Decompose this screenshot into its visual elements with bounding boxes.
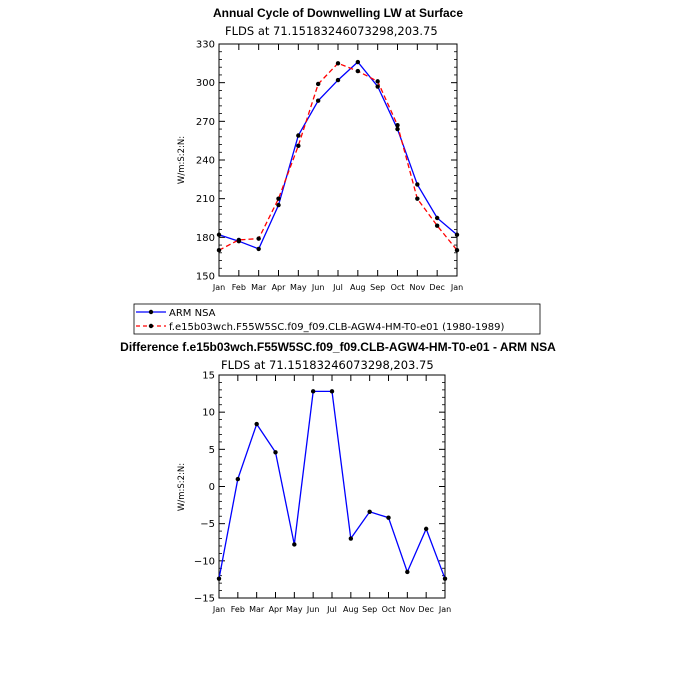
chart1-series-2-point bbox=[335, 61, 341, 66]
chart2-series-1-point bbox=[423, 526, 429, 532]
chart1-series-1-point bbox=[256, 246, 261, 252]
chart1-series-2-line bbox=[218, 62, 458, 251]
chart2-series-1-point bbox=[273, 450, 278, 455]
chart2-xtick-label: Aug bbox=[343, 605, 359, 614]
chart2-xtick-label: Dec bbox=[418, 605, 433, 614]
chart2-series-1-point bbox=[292, 542, 297, 547]
chart2-title: Difference f.e15b03wch.F55W5SC.f09_f09.C… bbox=[120, 340, 556, 354]
chart2-series-1-point bbox=[367, 509, 372, 514]
chart2-xtick-label: May bbox=[286, 605, 303, 614]
chart1-series-2-point bbox=[296, 143, 301, 149]
chart2-series-1-point bbox=[254, 421, 259, 427]
chart1-series-1-line bbox=[218, 61, 458, 250]
chart1-series-2-point bbox=[434, 223, 440, 228]
chart1-series-1-point bbox=[216, 232, 222, 237]
chart2-series-1-point bbox=[442, 576, 448, 581]
chart2-ytick-label: 0 bbox=[209, 482, 215, 493]
chart2-xtick-label: Mar bbox=[249, 605, 265, 614]
chart1-ytick-label: 180 bbox=[196, 233, 215, 244]
chart2-xtick-label: Sep bbox=[362, 605, 377, 614]
chart1-series-1-point bbox=[395, 126, 400, 132]
legend-marker-arm-nsa bbox=[148, 309, 154, 315]
chart1-xtick-label: Dec bbox=[429, 283, 444, 292]
chart2-xtick-label: Oct bbox=[382, 605, 396, 614]
chart1-series-2-point bbox=[216, 248, 222, 253]
chart1-ytick-label: 270 bbox=[196, 117, 215, 128]
chart1-series-2-point bbox=[395, 123, 400, 128]
chart1-xtick-label: Feb bbox=[232, 283, 246, 292]
chart2-ytick-label: 10 bbox=[202, 408, 215, 419]
chart1-ytick-label: 330 bbox=[196, 40, 215, 51]
chart1-xtick-label: Jul bbox=[332, 283, 343, 292]
chart1-title: Annual Cycle of Downwelling LW at Surfac… bbox=[213, 6, 463, 20]
legend-label-arm-nsa: ARM NSA bbox=[169, 308, 216, 319]
legend-marker-model bbox=[148, 323, 154, 329]
chart1-series-1-point bbox=[315, 98, 321, 103]
chart1-series-1-point bbox=[296, 133, 301, 138]
chart1-series-2-point bbox=[454, 248, 460, 253]
chart2-series-1-line bbox=[218, 390, 446, 579]
chart1-series-2-point bbox=[256, 236, 261, 241]
chart1-ytick-label: 300 bbox=[196, 78, 215, 89]
chart2-ylabel: W/m:S:2:N: bbox=[177, 463, 187, 511]
chart2-ytick-label: −10 bbox=[194, 556, 215, 567]
chart1-series-1-point bbox=[415, 182, 420, 187]
chart1-series-2-point bbox=[236, 237, 242, 243]
chart2-series-1-point bbox=[329, 389, 335, 394]
chart2-xtick-label: Jan bbox=[212, 605, 225, 614]
chart1-series-2-point bbox=[276, 196, 281, 201]
chart2-ytick-label: 15 bbox=[202, 371, 215, 382]
chart1-xtick-label: Aug bbox=[350, 283, 366, 292]
chart1-xtick-label: Mar bbox=[251, 283, 267, 292]
chart1-series-2-point bbox=[415, 196, 420, 201]
chart2-series-1-point bbox=[386, 515, 391, 520]
chart1-xtick-label: Nov bbox=[410, 283, 426, 292]
chart2-xtick-label: Nov bbox=[400, 605, 416, 614]
chart1-series-1-point bbox=[434, 215, 440, 221]
chart1-ylabel: W/m:S:2:N: bbox=[177, 136, 187, 184]
chart2-xtick-label: Jul bbox=[326, 605, 337, 614]
chart2-series-1-point bbox=[348, 536, 354, 541]
chart2-series-1-point bbox=[405, 569, 410, 575]
chart2-xtick-label: Jun bbox=[306, 605, 320, 614]
chart2-ytick-label: −15 bbox=[194, 594, 215, 605]
chart2-plot: −15 −10 −5 0 5 10 15 Jan Feb Mar Apr May Jun Jul Aug Se… bbox=[194, 371, 451, 615]
chart1-series-1-point bbox=[276, 202, 281, 208]
chart1-series-1-point bbox=[355, 59, 361, 65]
chart1-xtick-label: Sep bbox=[370, 283, 385, 292]
chart1-subtitle: FLDS at 71.15183246073298,203.75 bbox=[225, 24, 438, 38]
chart2-xtick-label: Apr bbox=[269, 605, 284, 614]
chart2-ytick-label: 5 bbox=[209, 445, 215, 456]
legend-frame bbox=[133, 303, 541, 335]
chart1-series-2-point bbox=[375, 79, 380, 84]
chart1-plot: 150 180 210 240 270 300 330 Jan Feb Mar Apr May Jun J… bbox=[196, 40, 463, 293]
chart1-series-2-point bbox=[315, 81, 321, 87]
chart1-ytick-label: 150 bbox=[196, 272, 215, 283]
legend-label-model: f.e15b03wch.F55W5SC.f09_f09.CLB-AGW4-HM-… bbox=[169, 322, 504, 333]
chart2-series-1-point bbox=[235, 476, 241, 482]
chart1-xtick-label: May bbox=[290, 283, 307, 292]
chart2-subtitle: FLDS at 71.15183246073298,203.75 bbox=[221, 358, 434, 372]
chart2-xtick-label: Jan bbox=[438, 605, 451, 614]
chart1-xtick-label: Jan bbox=[450, 283, 463, 292]
chart1-series-2-point bbox=[355, 68, 361, 74]
chart1-series-1-point bbox=[454, 232, 460, 237]
chart1-legend: ARM NSA f.e15b03wch.F55W5SC.f09_f09.CLB-… bbox=[133, 303, 541, 335]
chart1-series-1-point bbox=[375, 84, 380, 89]
chart1-xtick-label: Jun bbox=[311, 283, 325, 292]
chart1-ytick-label: 210 bbox=[196, 194, 215, 205]
chart2-xtick-label: Feb bbox=[231, 605, 245, 614]
chart1-xtick-label: Apr bbox=[272, 283, 287, 292]
chart1-series-1-point bbox=[335, 77, 341, 83]
chart1-xtick-label: Jan bbox=[212, 283, 225, 292]
chart2-series-1-point bbox=[310, 389, 316, 394]
chart2-ytick-label: −5 bbox=[200, 519, 215, 530]
chart1-xtick-label: Oct bbox=[391, 283, 405, 292]
chart2-series-1-point bbox=[216, 576, 222, 581]
chart1-ytick-label: 240 bbox=[196, 156, 215, 167]
